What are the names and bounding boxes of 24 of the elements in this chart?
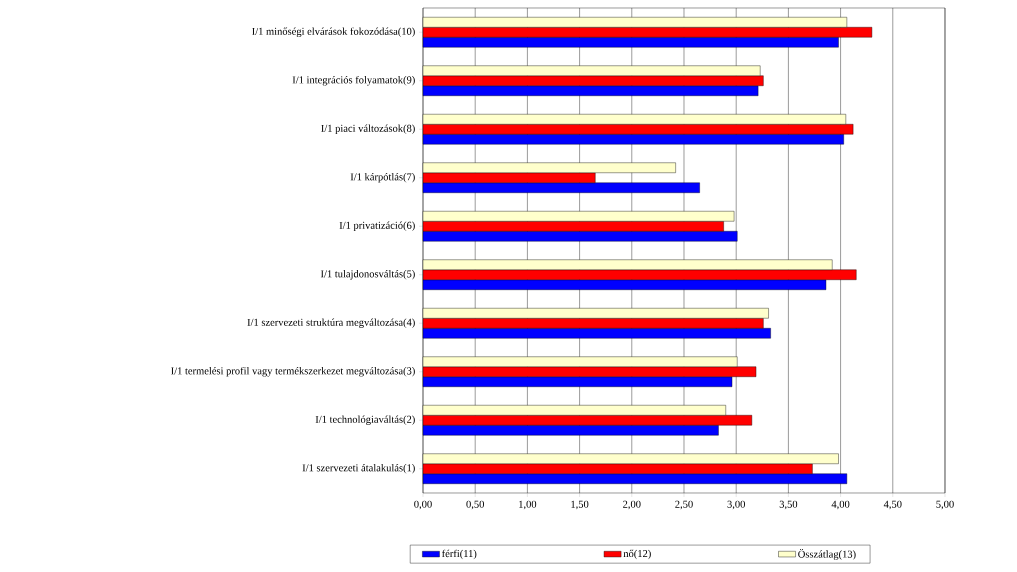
y-tick-label: I/1 integrációs folyamatok(9) bbox=[292, 75, 415, 86]
y-tick-label: I/1 tulajdonosváltás(5) bbox=[320, 269, 415, 280]
x-tick-label: 1,50 bbox=[571, 500, 589, 510]
legend-label: Összátlag(13) bbox=[798, 549, 856, 560]
y-tick-label: I/1 privatizáció(6) bbox=[339, 221, 415, 231]
x-tick-label: 3,00 bbox=[727, 500, 745, 510]
x-tick-label: 5,00 bbox=[936, 500, 954, 510]
x-tick-label: 1,00 bbox=[519, 500, 537, 510]
y-tick-label: I/1 technológiaváltás(2) bbox=[315, 415, 415, 426]
x-tick-label: 4,00 bbox=[831, 500, 850, 510]
y-tick-label: I/1 termelési profil vagy termékszerkezet megváltozása(3) bbox=[171, 366, 415, 377]
y-tick-label: I/1 kárpótlás(7) bbox=[350, 172, 415, 183]
x-tick-label: 0,00 bbox=[414, 500, 432, 510]
x-tick-label: 2,00 bbox=[623, 500, 641, 510]
y-tick-label: I/1 minőségi elvárások fokozódása(10) bbox=[252, 27, 415, 38]
y-tick-label: I/1 piaci változások(8) bbox=[321, 124, 415, 134]
y-tick-label: I/1 szervezeti struktúra megváltozása(4) bbox=[247, 318, 415, 329]
x-tick-label: 4,50 bbox=[883, 500, 902, 510]
x-tick-label: 2,50 bbox=[675, 500, 693, 510]
y-tick-label: I/1 szervezeti átalakulás(1) bbox=[302, 463, 415, 474]
x-tick-label: 3,50 bbox=[779, 500, 798, 510]
x-tick-label: 0,50 bbox=[466, 500, 484, 510]
legend-label: férfi(11) bbox=[442, 549, 477, 560]
legend-label: nő(12) bbox=[623, 549, 651, 560]
